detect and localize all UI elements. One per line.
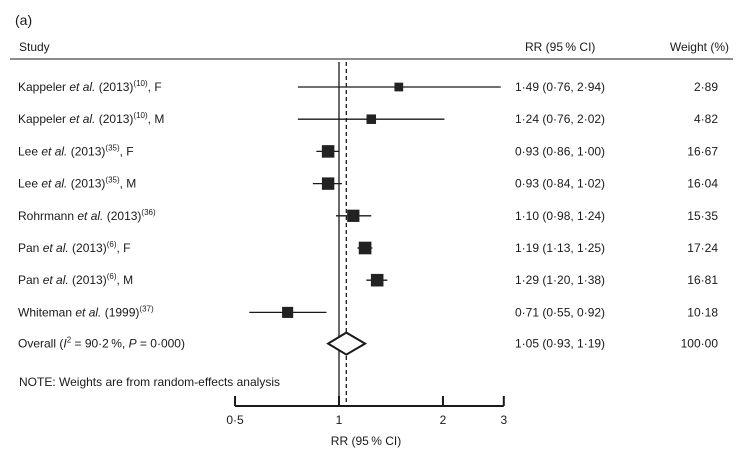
weight-value: 16·81 xyxy=(687,273,718,287)
study-label: Pan et al. (2013)(6), M xyxy=(18,272,133,287)
point-estimate-box xyxy=(282,306,294,318)
panel-label: (a) xyxy=(15,12,32,28)
point-estimate-box xyxy=(321,177,335,190)
x-axis-label: RR (95 % CI) xyxy=(331,434,401,448)
point-estimate-box xyxy=(358,241,372,255)
x-tick-label: 2 xyxy=(440,413,447,427)
study-label: Rohrmann et al. (2013)(36) xyxy=(18,208,156,223)
study-row: Lee et al. (2013)(35), M 0·93 (0·84, 1·02… xyxy=(18,176,718,191)
study-label: Lee et al. (2013)(35), M xyxy=(18,176,136,191)
rr-value: 1·10 (0·98, 1·24) xyxy=(515,209,605,223)
overall-weight-value: 100·00 xyxy=(681,337,719,351)
rr-value: 1·29 (1·20, 1·38) xyxy=(515,273,605,287)
study-row: Lee et al. (2013)(35), F 0·93 (0·86, 1·00… xyxy=(18,143,718,158)
study-label: Kappeler et al. (2013)(10), F xyxy=(18,79,162,94)
overall-rr-value: 1·05 (0·93, 1·19) xyxy=(515,337,605,351)
rr-value: 0·71 (0·55, 0·92) xyxy=(515,305,605,319)
forest-rows: Kappeler et al. (2013)(10), F 1·49 (0·76,… xyxy=(18,62,718,404)
header-study: Study xyxy=(19,40,50,54)
point-estimate-box xyxy=(366,114,377,124)
weight-value: 2·89 xyxy=(694,80,718,94)
rr-value: 0·93 (0·84, 1·02) xyxy=(515,177,605,191)
study-row: Rohrmann et al. (2013)(36) 1·10 (0·98, 1·… xyxy=(18,208,718,223)
point-estimate-box xyxy=(394,82,404,92)
study-label: Whiteman et al. (1999)(37) xyxy=(18,304,154,319)
study-label: Lee et al. (2013)(35), F xyxy=(18,143,134,158)
x-tick-label: 0·5 xyxy=(226,413,244,427)
study-row: Kappeler et al. (2013)(10), F 1·49 (0·76,… xyxy=(18,79,718,94)
weight-value: 15·35 xyxy=(687,209,718,223)
study-label: Kappeler et al. (2013)(10), M xyxy=(18,111,164,126)
weight-value: 16·04 xyxy=(687,177,718,191)
x-tick-label: 1 xyxy=(336,413,343,427)
study-row: Pan et al. (2013)(6), F 1·19 (1·13, 1·25)… xyxy=(18,240,718,255)
footnote: NOTE: Weights are from random-effects an… xyxy=(19,375,280,389)
overall-row: Overall (I2 = 90·2 %, P = 0·000) 1·05 (0·… xyxy=(18,331,719,356)
overall-label: Overall (I2 = 90·2 %, P = 0·000) xyxy=(18,336,185,351)
weight-value: 10·18 xyxy=(687,305,718,319)
x-tick-label: 3 xyxy=(500,413,507,427)
study-row: Kappeler et al. (2013)(10), M 1·24 (0·76,… xyxy=(18,111,718,126)
rr-value: 1·24 (0·76, 2·02) xyxy=(515,112,605,126)
point-estimate-box xyxy=(321,145,335,158)
header-rr: RR (95 % CI) xyxy=(525,40,595,54)
x-axis: 0·5 1 2 3 xyxy=(226,396,507,427)
rr-value: 1·49 (0·76, 2·94) xyxy=(515,80,605,94)
pooled-diamond xyxy=(326,331,368,356)
point-estimate-box xyxy=(370,273,384,287)
weight-value: 17·24 xyxy=(687,241,718,255)
study-label: Pan et al. (2013)(6), F xyxy=(18,240,131,255)
rr-value: 0·93 (0·86, 1·00) xyxy=(515,144,605,158)
weight-value: 16·67 xyxy=(687,144,718,158)
study-row: Pan et al. (2013)(6), M 1·29 (1·20, 1·38)… xyxy=(18,272,718,287)
weight-value: 4·82 xyxy=(694,112,718,126)
header-weight: Weight (%) xyxy=(670,40,729,54)
study-row: Whiteman et al. (1999)(37) 0·71 (0·55, 0·… xyxy=(18,304,718,319)
point-estimate-box xyxy=(347,209,360,222)
rr-value: 1·19 (1·13, 1·25) xyxy=(515,241,605,255)
